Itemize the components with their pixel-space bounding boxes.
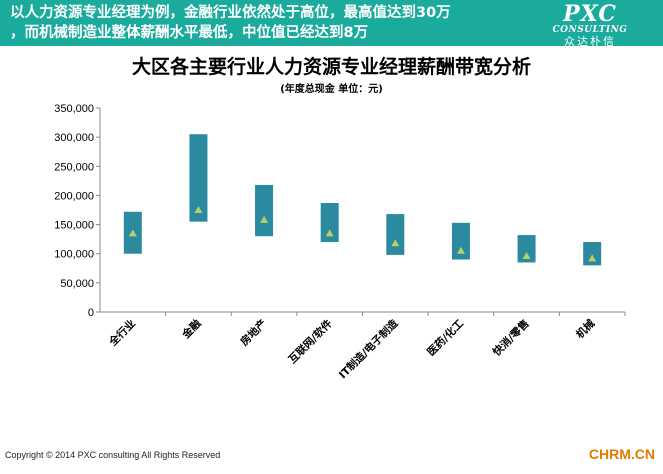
logo-sub-text: CONSULTING [552, 25, 628, 35]
salary-band-bar [189, 134, 208, 222]
salary-band-bar [320, 203, 339, 243]
category-label: 全行业 [106, 317, 139, 350]
banner-line-1: 以人力资源专业经理为例，金融行业依然处于高位，最高值达到30万 [10, 5, 451, 21]
logo-main-text: PXC [563, 1, 617, 27]
category-label: 快消/零售 [489, 317, 531, 359]
category-label: 机械 [573, 317, 597, 341]
y-tick-label: 350,000 [54, 103, 94, 115]
copyright-text: Copyright © 2014 PXC consulting All Righ… [5, 450, 221, 460]
category-label: 金融 [179, 317, 204, 342]
y-tick-label: 100,000 [54, 249, 94, 261]
site-logo-text: CHRM.CN [588, 446, 655, 462]
median-marker [260, 215, 269, 223]
header-banner: 以人力资源专业经理为例，金融行业依然处于高位，最高值达到30万 ，而机械制造业整… [0, 0, 663, 48]
median-marker [391, 239, 400, 247]
salary-band-bar [517, 235, 536, 263]
salary-band-bar [255, 184, 274, 237]
y-tick-label: 0 [88, 307, 94, 319]
y-tick-label: 250,000 [54, 161, 94, 173]
logo-cn-text: 众达朴信 [564, 35, 616, 48]
y-tick-label: 150,000 [54, 220, 94, 232]
chart-subtitle: (年度总现金 单位：元) [280, 84, 383, 95]
salary-band-bar [583, 242, 602, 266]
y-tick-label: 300,000 [54, 132, 94, 144]
pxc-logo: PXC CONSULTING 众达朴信 [525, 3, 655, 48]
median-marker [325, 229, 334, 237]
salary-band-bar [451, 222, 470, 260]
median-marker [588, 254, 597, 262]
y-tick-label: 50,000 [60, 278, 94, 290]
salary-band-bar [386, 214, 405, 255]
banner-line-2: ，而机械制造业整体薪酬水平最低，中位值已经达到8万 [10, 25, 369, 41]
banner-text: 以人力资源专业经理为例，金融行业依然处于高位，最高值达到30万 ，而机械制造业整… [10, 3, 530, 43]
median-marker [456, 246, 465, 254]
category-label: 房地产 [238, 317, 269, 348]
median-marker [522, 252, 531, 260]
y-tick-label: 200,000 [54, 190, 94, 202]
chart-title: 大区各主要行业人力资源专业经理薪酬带宽分析 [131, 56, 531, 78]
category-label: IT制造/电子制造 [336, 317, 401, 382]
category-label: 互联网/软件 [286, 317, 335, 366]
median-marker [128, 229, 137, 237]
category-label: 医药/化工 [424, 317, 466, 359]
median-marker [194, 206, 203, 213]
